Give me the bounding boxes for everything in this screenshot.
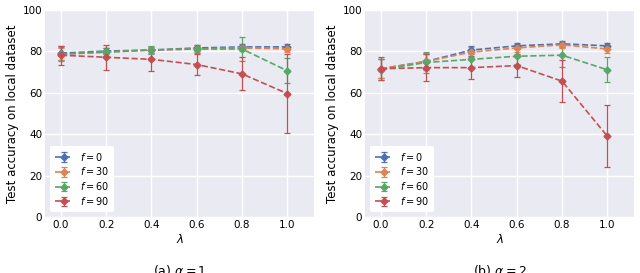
X-axis label: $\lambda$: $\lambda$	[495, 233, 504, 246]
Text: (b) $\alpha = 2$: (b) $\alpha = 2$	[473, 263, 527, 273]
Y-axis label: Test accuracy on local dataset: Test accuracy on local dataset	[6, 24, 19, 203]
X-axis label: $\lambda$: $\lambda$	[175, 233, 184, 246]
Text: (a) $\alpha = 1$: (a) $\alpha = 1$	[153, 263, 207, 273]
Y-axis label: Test accuracy on local dataset: Test accuracy on local dataset	[326, 24, 339, 203]
Legend: $f = 0$, $f = 30$, $f = 60$, $f = 90$: $f = 0$, $f = 30$, $f = 60$, $f = 90$	[50, 146, 114, 212]
Legend: $f = 0$, $f = 30$, $f = 60$, $f = 90$: $f = 0$, $f = 30$, $f = 60$, $f = 90$	[370, 146, 434, 212]
